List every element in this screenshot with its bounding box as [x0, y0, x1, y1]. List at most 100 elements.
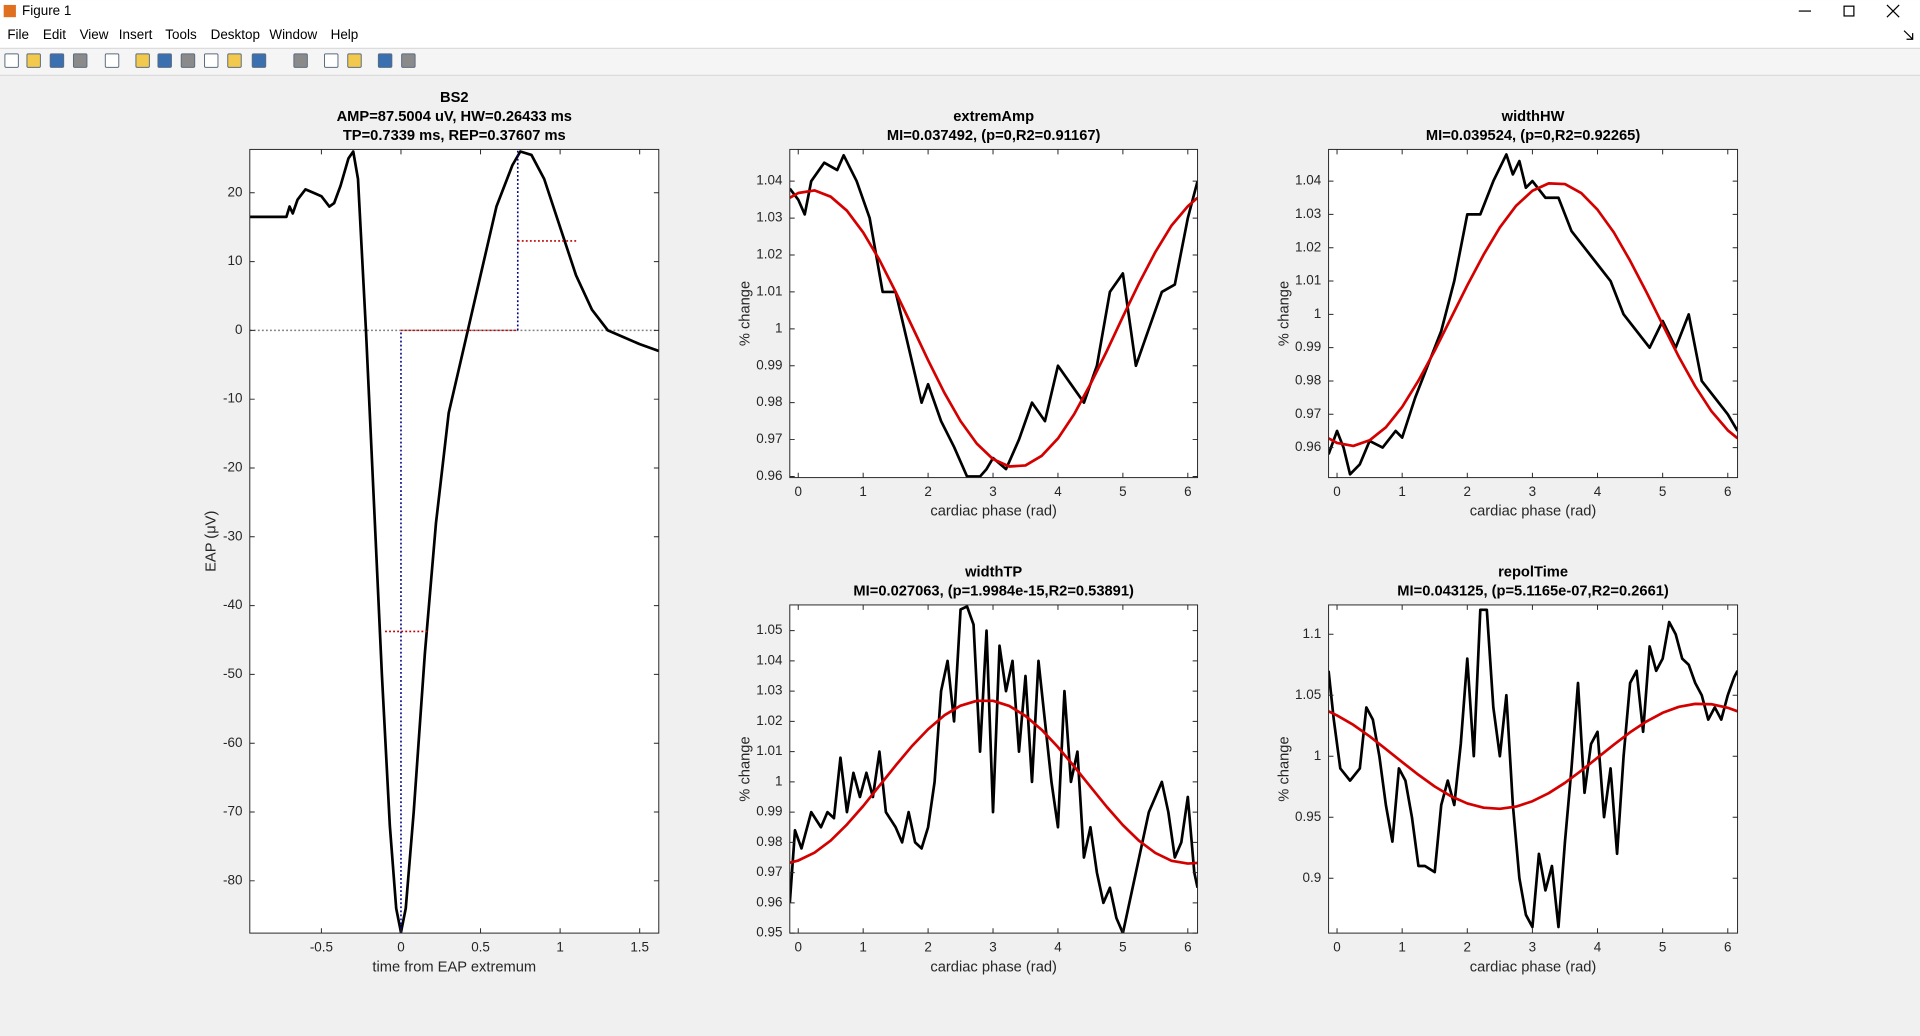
toolbar-button[interactable]: [324, 53, 339, 68]
data-line: [1328, 702, 1738, 811]
y-tick-label: 1.01: [1295, 273, 1321, 288]
y-tick-label: 0.98: [1295, 373, 1321, 388]
axes-box: [1328, 604, 1739, 934]
toolbar-button[interactable]: [135, 53, 150, 68]
axes-box: [789, 604, 1199, 934]
menu-item[interactable]: File: [7, 27, 29, 42]
toolbar-button[interactable]: [293, 53, 308, 68]
app-icon: [3, 4, 16, 18]
toolbar-button[interactable]: [347, 53, 362, 68]
toolbar-button[interactable]: [157, 53, 172, 68]
data-line: [789, 153, 1198, 478]
x-tick-label: 1: [859, 484, 866, 499]
x-tick-label: 5: [1119, 484, 1126, 499]
y-tick-label: 1.04: [756, 173, 783, 188]
toolbar-button[interactable]: [49, 53, 65, 68]
menu-item[interactable]: Window: [269, 27, 317, 42]
toolbar-button[interactable]: [251, 53, 267, 68]
y-tick-label: -10: [223, 391, 242, 406]
y-tick-label: 0.99: [756, 357, 782, 372]
y-tick-label: 0: [235, 322, 242, 337]
undock-button[interactable]: [1903, 30, 1914, 40]
y-tick-label: 0.9: [1303, 870, 1322, 885]
y-tick-label: 0.98: [756, 834, 782, 849]
y-tick-label: 1: [1314, 748, 1321, 763]
y-tick-label: 0.96: [756, 468, 782, 483]
x-tick-label: 1: [556, 939, 563, 954]
y-axis-label: % change: [1276, 736, 1292, 801]
toolbar: [0, 49, 1920, 76]
toolbar-button[interactable]: [401, 53, 416, 68]
y-tick-label: 1.04: [1295, 173, 1322, 188]
x-axis-label: time from EAP extremum: [372, 959, 536, 975]
y-tick-label: 1.01: [756, 283, 782, 298]
x-tick-label: 3: [1529, 484, 1536, 499]
y-axis-label: % change: [738, 281, 754, 346]
data-line: [789, 699, 1198, 865]
axes-box: [249, 148, 660, 934]
x-tick-label: 1.5: [630, 939, 649, 954]
x-tick-label: 0: [794, 484, 801, 499]
y-tick-label: -50: [223, 666, 242, 681]
menu-item[interactable]: View: [80, 27, 109, 42]
x-tick-label: 5: [1659, 939, 1666, 954]
y-tick-label: -80: [223, 872, 242, 887]
menu-item[interactable]: Insert: [119, 27, 153, 42]
y-tick-label: -60: [223, 735, 242, 750]
toolbar-button[interactable]: [72, 53, 88, 68]
data-line: [789, 605, 1198, 934]
x-tick-label: 6: [1724, 484, 1731, 499]
y-tick-label: -70: [223, 804, 242, 819]
y-tick-label: 0.95: [756, 925, 782, 940]
x-tick-label: 3: [989, 939, 996, 954]
x-axis-label: cardiac phase (rad): [1470, 504, 1597, 520]
menu-item[interactable]: Tools: [165, 27, 197, 42]
restore-button[interactable]: [1843, 5, 1855, 17]
chart-title: MI=0.043125, (p=5.1165e-07,R2=0.2661): [1397, 583, 1669, 599]
x-axis-label: cardiac phase (rad): [1470, 959, 1597, 975]
y-tick-label: 0.97: [1295, 406, 1321, 421]
data-line: [1328, 608, 1738, 929]
data-line: [789, 189, 1198, 468]
y-tick-label: 1.03: [1295, 206, 1321, 221]
toolbar-button[interactable]: [377, 53, 393, 68]
y-tick-label: 0.96: [1295, 439, 1321, 454]
y-tick-label: 0.99: [756, 804, 782, 819]
y-tick-label: -40: [223, 597, 242, 612]
x-tick-label: 4: [1594, 939, 1602, 954]
toolbar-button[interactable]: [204, 53, 219, 68]
x-tick-label: 0: [1333, 484, 1340, 499]
y-tick-label: 20: [227, 184, 242, 199]
toolbar-button[interactable]: [26, 53, 41, 68]
y-tick-label: 1: [775, 320, 782, 335]
toolbar-button[interactable]: [4, 53, 19, 68]
title-menu-bar: [0, 0, 1920, 50]
x-tick-label: 2: [1464, 484, 1471, 499]
x-tick-label: 1: [1398, 939, 1405, 954]
close-button[interactable]: [1886, 4, 1900, 18]
data-line: [1328, 182, 1738, 448]
y-tick-label: 0.99: [1295, 339, 1321, 354]
toolbar-button[interactable]: [180, 53, 196, 68]
chart-title: MI=0.027063, (p=1.9984e-15,R2=0.53891): [853, 583, 1134, 599]
x-tick-label: 5: [1119, 939, 1126, 954]
y-tick-label: 1: [775, 773, 782, 788]
menu-item[interactable]: Help: [331, 27, 359, 42]
toolbar-button[interactable]: [104, 53, 120, 68]
chart-title: AMP=87.5004 uV, HW=0.26433 ms: [337, 109, 572, 125]
x-tick-label: 4: [1054, 939, 1062, 954]
y-tick-label: 1.04: [756, 652, 783, 667]
y-tick-label: 0.95: [1295, 809, 1321, 824]
menu-item[interactable]: Edit: [43, 27, 66, 42]
x-tick-label: 6: [1184, 939, 1191, 954]
y-axis-label: EAP (μV): [204, 511, 220, 572]
toolbar-button[interactable]: [227, 53, 242, 68]
y-tick-label: 1.02: [756, 713, 782, 728]
x-tick-label: 2: [924, 484, 931, 499]
x-tick-label: 3: [989, 484, 996, 499]
menu-item[interactable]: Desktop: [211, 27, 260, 42]
chart-title: widthTP: [964, 564, 1022, 580]
window-title: Figure 1: [22, 3, 71, 18]
y-tick-label: 1.02: [1295, 239, 1321, 254]
x-axis-label: cardiac phase (rad): [930, 959, 1057, 975]
